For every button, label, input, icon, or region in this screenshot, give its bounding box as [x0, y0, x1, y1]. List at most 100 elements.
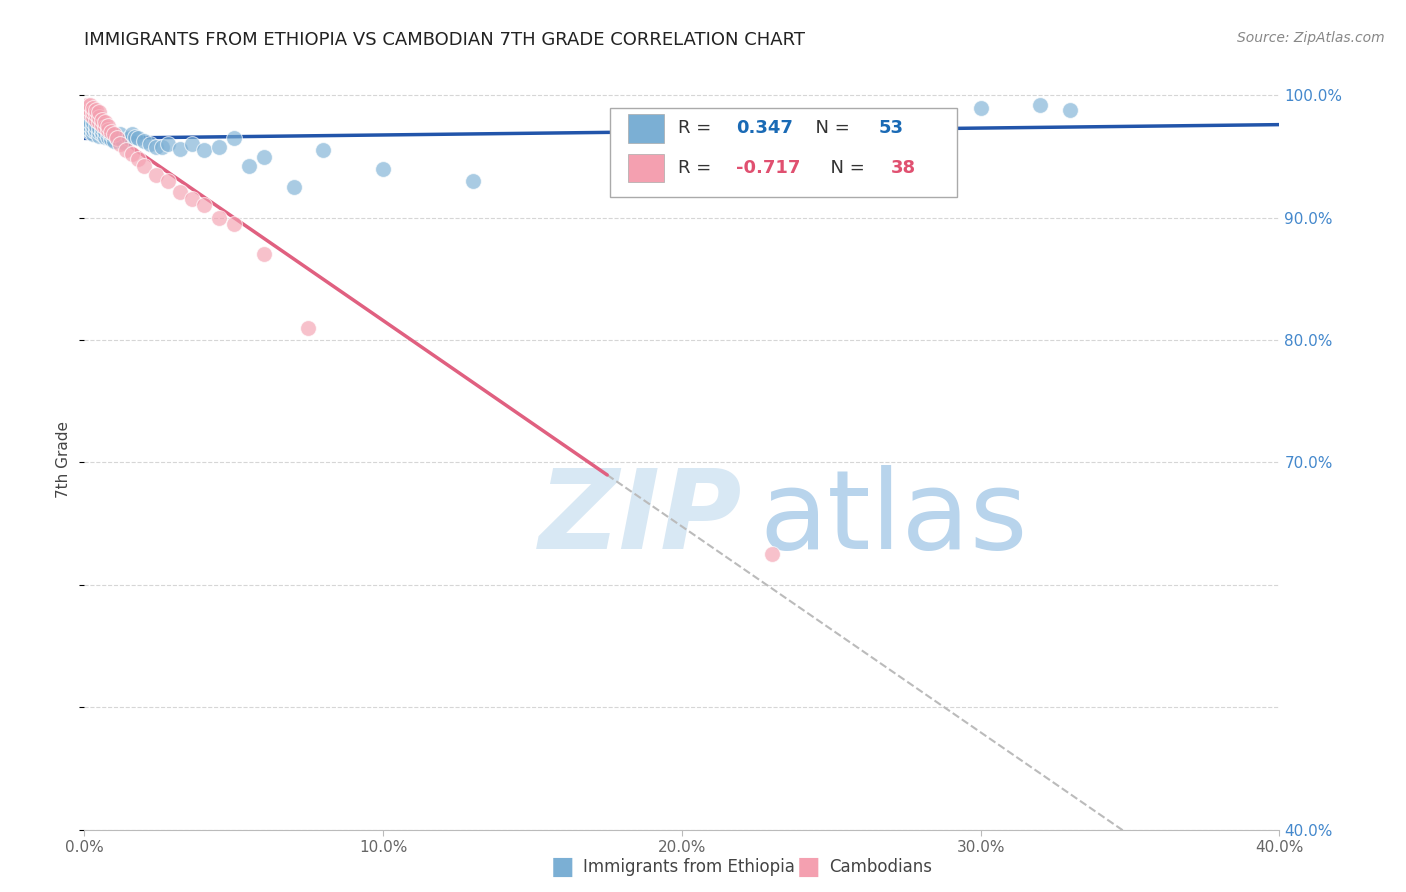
Point	[91, 118, 114, 132]
Point	[91, 121, 114, 136]
Text: Source: ZipAtlas.com: Source: ZipAtlas.com	[1237, 31, 1385, 45]
Bar	[628, 114, 664, 143]
Point	[76, 115, 98, 129]
Point	[86, 125, 108, 139]
Point	[76, 119, 98, 133]
Point	[76, 112, 98, 127]
Point	[103, 128, 125, 142]
Point	[297, 321, 319, 335]
Point	[82, 119, 104, 133]
Point	[94, 125, 117, 139]
Point	[86, 119, 108, 133]
Point	[461, 174, 484, 188]
Point	[124, 130, 146, 145]
Point	[89, 105, 111, 120]
Point	[79, 119, 101, 133]
Point	[1059, 103, 1081, 117]
Point	[132, 134, 156, 148]
Point	[139, 137, 162, 152]
Point	[105, 131, 128, 145]
Bar	[628, 154, 664, 183]
Point	[238, 159, 260, 173]
Point	[82, 115, 104, 129]
Point	[373, 161, 395, 176]
Point	[181, 192, 204, 206]
Point	[82, 105, 104, 120]
Text: N =: N =	[820, 160, 870, 178]
Point	[97, 130, 120, 145]
Point	[76, 103, 98, 117]
Point	[79, 115, 101, 129]
Point	[76, 98, 98, 112]
Point	[94, 120, 117, 135]
Point	[1029, 98, 1052, 112]
Point	[312, 144, 335, 158]
Point	[97, 122, 120, 136]
Point	[169, 142, 191, 156]
Point	[86, 106, 108, 120]
Point	[105, 131, 128, 145]
Point	[121, 128, 143, 142]
Point	[89, 128, 111, 143]
Point	[222, 131, 245, 145]
Point	[761, 547, 783, 561]
Y-axis label: 7th Grade: 7th Grade	[56, 421, 72, 498]
Point	[79, 122, 101, 136]
Point	[94, 115, 117, 129]
Point	[91, 112, 114, 127]
Point	[100, 125, 122, 139]
Point	[145, 168, 167, 182]
Point	[169, 185, 191, 199]
Point	[157, 137, 180, 152]
Text: Immigrants from Ethiopia: Immigrants from Ethiopia	[583, 858, 796, 876]
Point	[82, 101, 104, 115]
Point	[193, 144, 215, 158]
Point	[127, 131, 149, 145]
Text: R =: R =	[678, 120, 717, 137]
Point	[121, 147, 143, 161]
Point	[181, 137, 204, 152]
Point	[79, 125, 101, 139]
Text: IMMIGRANTS FROM ETHIOPIA VS CAMBODIAN 7TH GRADE CORRELATION CHART: IMMIGRANTS FROM ETHIOPIA VS CAMBODIAN 7T…	[84, 31, 806, 49]
Text: ■: ■	[551, 855, 574, 879]
Text: atlas: atlas	[759, 465, 1028, 572]
Point	[193, 198, 215, 212]
Point	[82, 122, 104, 136]
Point	[91, 128, 114, 142]
Point	[145, 139, 167, 153]
Point	[89, 121, 111, 136]
Point	[100, 132, 122, 146]
Point	[118, 131, 141, 145]
Text: 38: 38	[891, 160, 917, 178]
Bar	[610, 108, 957, 196]
Point	[82, 128, 104, 142]
Point	[79, 103, 101, 117]
Text: R =: R =	[678, 160, 717, 178]
Point	[253, 149, 276, 163]
Point	[86, 122, 108, 136]
Point	[970, 101, 993, 115]
Text: -0.717: -0.717	[735, 160, 800, 178]
Point	[89, 125, 111, 139]
Point	[150, 139, 173, 153]
Point	[222, 217, 245, 231]
Text: N =: N =	[804, 120, 855, 137]
Point	[89, 111, 111, 125]
Point	[82, 111, 104, 125]
Point	[110, 137, 132, 152]
Point	[89, 115, 111, 129]
Point	[208, 139, 231, 153]
Point	[100, 128, 122, 142]
Point	[91, 125, 114, 139]
Point	[97, 125, 120, 139]
Point	[86, 103, 108, 117]
Point	[94, 130, 117, 145]
Point	[208, 211, 231, 225]
Text: 0.347: 0.347	[735, 120, 793, 137]
Point	[79, 106, 101, 120]
Point	[283, 180, 305, 194]
Text: ZIP: ZIP	[538, 465, 742, 572]
Point	[127, 152, 149, 166]
Point	[97, 119, 120, 133]
Point	[253, 247, 276, 261]
